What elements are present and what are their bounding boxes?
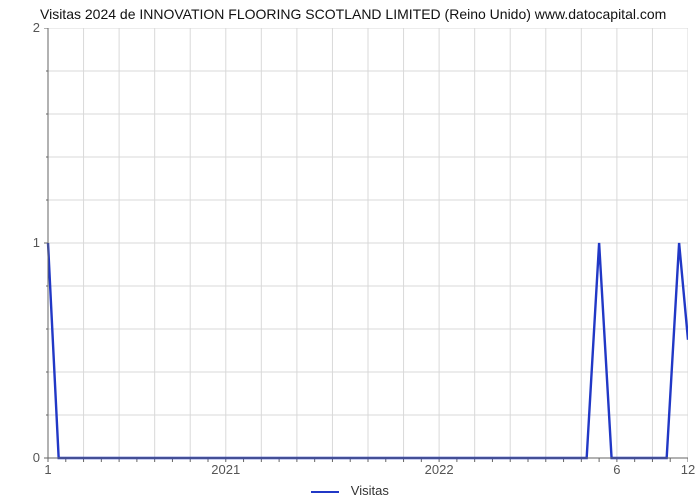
y-tick-0: 0 (12, 450, 40, 465)
chart-title: Visitas 2024 de INNOVATION FLOORING SCOT… (40, 6, 666, 22)
legend: Visitas (0, 483, 700, 498)
legend-line-icon (311, 491, 339, 493)
y-tick-2: 2 (12, 20, 40, 35)
chart-container: { "chart": { "type": "line", "title": "V… (0, 0, 700, 500)
chart-svg (42, 28, 688, 466)
legend-label: Visitas (351, 483, 389, 498)
plot-area (48, 28, 688, 458)
y-tick-1: 1 (12, 235, 40, 250)
